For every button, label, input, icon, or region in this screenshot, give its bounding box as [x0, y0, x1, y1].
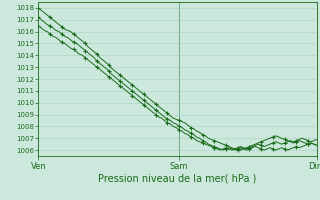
X-axis label: Pression niveau de la mer( hPa ): Pression niveau de la mer( hPa ) [99, 173, 257, 183]
